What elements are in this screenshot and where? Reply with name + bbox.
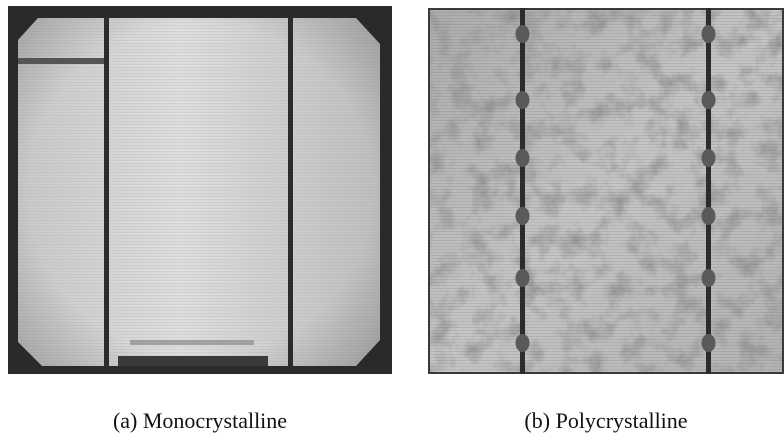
cell-surface (18, 18, 380, 366)
solder-pads (515, 25, 716, 352)
busbar-right (706, 8, 711, 374)
caption-polycrystalline: (b) Polycrystalline (524, 408, 688, 433)
monocrystalline-cell-image (8, 6, 392, 374)
dark-defect-line (18, 58, 104, 64)
busbar-left (104, 16, 109, 368)
polycrystalline-cell-image (428, 8, 784, 374)
busbar-right (288, 18, 293, 368)
monocrystalline-cell-svg (8, 6, 392, 374)
busbar-left (520, 8, 525, 374)
bottom-defect-line (130, 340, 254, 345)
polycrystalline-cell-svg (428, 8, 784, 374)
bottom-dark-region (118, 356, 268, 366)
caption-monocrystalline: (a) Monocrystalline (112, 408, 288, 433)
